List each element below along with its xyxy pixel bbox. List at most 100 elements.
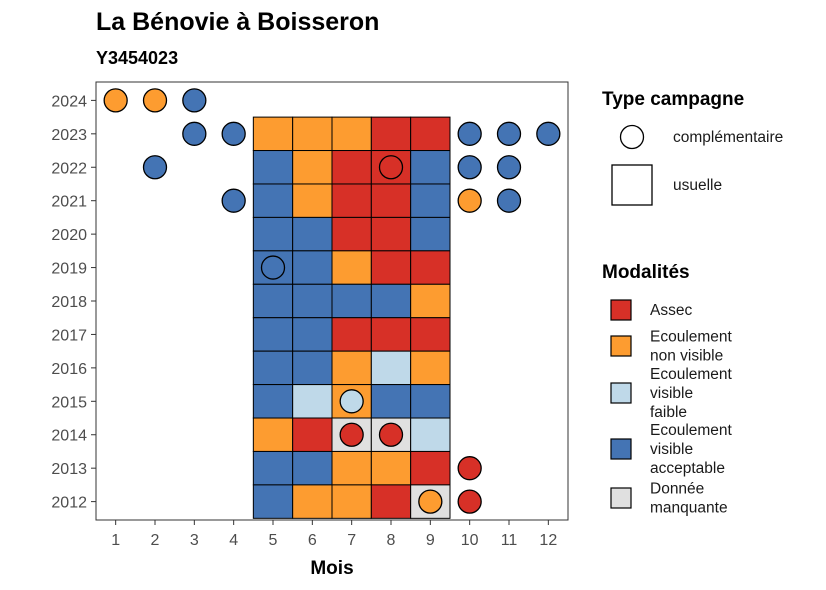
x-tick-label-12: 12: [539, 532, 557, 549]
cell-2016-5: [252, 350, 294, 386]
x-tick-label-10: 10: [461, 532, 479, 549]
point-2013-10: [457, 456, 482, 481]
cell-2013-9: [410, 450, 451, 486]
point-2024-1: [103, 88, 128, 113]
cell-2023-9: [410, 116, 451, 152]
legend-type-campagne: Type campagne complémentaire usuelle: [602, 89, 783, 206]
cell-2021-8: [370, 183, 412, 218]
cell-2020-8: [370, 216, 412, 252]
point-2012-9: [418, 489, 443, 514]
cell-2013-6: [292, 450, 333, 486]
cell-2023-5: [252, 116, 294, 152]
x-tick-label-1: 1: [111, 532, 120, 549]
point-2023-11: [496, 121, 522, 146]
y-tick-label-2023: 2023: [51, 127, 87, 144]
y-axis: 2024 2023 2022 2021 2020 2019 2018 2017 2016 2015…: [51, 93, 96, 512]
cell-2021-5: [252, 183, 294, 218]
y-tick-label-2015: 2015: [51, 394, 87, 411]
legend-label-usuelle: usuelle: [673, 177, 722, 194]
cell-2023-8: [370, 116, 412, 152]
legend-label-M: Donnée manquante: [650, 481, 728, 517]
legend-swatch-A: [610, 299, 632, 321]
y-tick-label-2019: 2019: [51, 261, 87, 278]
cell-2017-9: [410, 317, 451, 352]
x-tick-label-3: 3: [190, 532, 199, 549]
cell-2017-8: [370, 317, 412, 352]
point-2024-2: [142, 88, 168, 113]
point-2022-10: [457, 155, 482, 180]
x-tick-label-7: 7: [347, 532, 356, 549]
cell-2016-8: [370, 350, 412, 386]
x-axis-title: Mois: [310, 558, 353, 579]
y-tick-label-2021: 2021: [51, 194, 87, 211]
cell-2019-7: [331, 250, 372, 285]
legend-label-N: Ecoulement non visible: [650, 329, 733, 365]
y-tick-label-2018: 2018: [51, 294, 87, 311]
legend-swatch-V: [610, 438, 632, 460]
complementaire-points: [103, 88, 561, 514]
cell-2017-5: [252, 317, 294, 352]
cell-2019-8: [370, 250, 412, 285]
y-tick-label-2013: 2013: [51, 461, 87, 478]
cell-2018-8: [370, 283, 412, 319]
cell-2019-9: [410, 250, 451, 285]
cell-2012-7: [331, 484, 372, 519]
y-tick-label-2022: 2022: [51, 160, 87, 177]
cell-2012-5: [252, 484, 294, 519]
y-tick-label-2012: 2012: [51, 495, 87, 512]
y-tick-label-2014: 2014: [51, 428, 87, 445]
cell-2015-6: [292, 384, 333, 419]
cell-2017-6: [292, 317, 333, 352]
cell-2013-5: [252, 450, 294, 486]
point-2014-7: [339, 422, 364, 447]
legend-label-V: Ecoulement visible acceptable: [650, 422, 733, 477]
legend-swatch-F: [610, 382, 632, 404]
cell-2018-9: [410, 283, 451, 319]
cell-2020-5: [252, 216, 294, 252]
legend-label-complementaire: complémentaire: [673, 129, 783, 146]
cell-2018-7: [331, 283, 372, 319]
point-2023-10: [457, 121, 482, 146]
point-2015-7: [339, 389, 364, 414]
cell-2018-6: [292, 283, 333, 319]
x-tick-label-9: 9: [426, 532, 435, 549]
x-tick-label-4: 4: [229, 532, 238, 549]
point-2021-10: [457, 188, 482, 213]
cell-2022-6: [292, 150, 333, 185]
point-2014-8: [378, 422, 404, 447]
legend-swatch-N: [610, 335, 632, 357]
y-tick-label-2020: 2020: [51, 227, 87, 244]
legend-modalites-title: Modalités: [602, 262, 690, 283]
cell-2014-6: [292, 417, 333, 452]
cell-2023-7: [331, 116, 372, 152]
y-tick-label-2024: 2024: [51, 93, 87, 110]
legend-key-usuelle: [611, 164, 653, 206]
point-2023-12: [536, 121, 561, 146]
legend-label-A: Assec: [650, 302, 692, 319]
cell-2014-9: [410, 417, 451, 452]
x-axis: 1 2 3 4 5 6 7 8 9 10 11 12: [111, 520, 557, 549]
cell-2016-7: [331, 350, 372, 386]
cell-2021-9: [410, 183, 451, 218]
point-2022-11: [496, 155, 522, 180]
cell-2016-9: [410, 350, 451, 386]
chart-subtitle: Y3454023: [96, 48, 178, 68]
cell-2023-6: [292, 116, 333, 152]
cell-2020-6: [292, 216, 333, 252]
cell-2020-9: [410, 216, 451, 252]
cell-2020-7: [331, 216, 372, 252]
cell-2015-9: [410, 384, 451, 419]
point-2019-5: [260, 255, 286, 280]
cell-2022-5: [252, 150, 294, 185]
cell-2014-5: [252, 417, 294, 452]
x-tick-label-5: 5: [269, 532, 278, 549]
cell-2022-9: [410, 150, 451, 185]
cell-2013-8: [370, 450, 412, 486]
cell-2015-8: [370, 384, 412, 419]
point-2021-4: [221, 188, 246, 213]
x-tick-label-6: 6: [308, 532, 317, 549]
point-2023-3: [182, 121, 207, 146]
cell-2012-8: [370, 484, 412, 519]
cell-2022-7: [331, 150, 372, 185]
